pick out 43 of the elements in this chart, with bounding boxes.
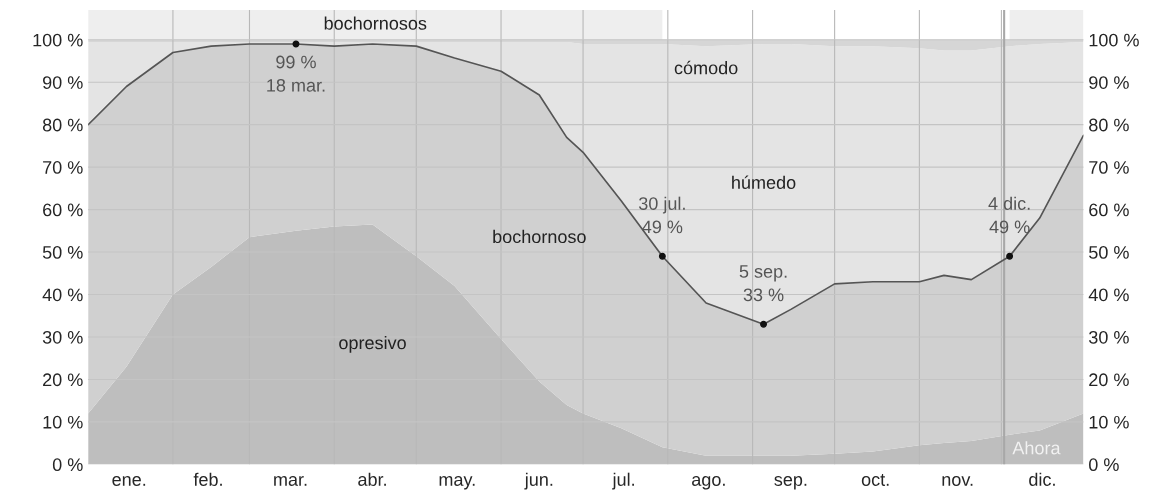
x-tick-label: mar. xyxy=(274,476,307,486)
y-tick-label: 10 % xyxy=(43,415,83,429)
y-tick-label: 20 % xyxy=(43,373,83,387)
y-tick-label: 50 % xyxy=(42,245,83,259)
series-label: opresivo xyxy=(339,335,406,353)
band-label: bochornosos xyxy=(324,16,427,30)
y-tick-label: 30 % xyxy=(42,330,83,344)
x-tick-label: may. xyxy=(439,476,475,490)
y2-tick-label: 40 % xyxy=(1088,288,1129,302)
y2-tick-label: 30 % xyxy=(1088,330,1129,344)
x-tick-label: feb. xyxy=(193,472,222,486)
series-label: húmedo xyxy=(732,175,796,189)
x-tick-label: abr. xyxy=(358,472,386,486)
y2-tick-label: 20 % xyxy=(1089,373,1129,387)
x-tick-label: dic. xyxy=(1029,472,1055,486)
y2-tick-label: 60 % xyxy=(1089,203,1129,217)
x-tick-label: nov. xyxy=(942,476,973,486)
y2-tick-label: 80 % xyxy=(1089,118,1129,132)
series-label: cómodo xyxy=(674,60,738,75)
y-tick-label: 0 % xyxy=(52,458,83,472)
y-tick-label: 70 % xyxy=(43,161,83,174)
annotation: 5 sep. 33 % xyxy=(739,265,787,302)
y2-tick-label: 70 % xyxy=(1089,161,1129,174)
y-tick-label: 90 % xyxy=(42,76,83,89)
x-tick-label: sep. xyxy=(774,476,807,490)
x-tick-label: jun. xyxy=(524,472,553,490)
y-tick-label: 80 % xyxy=(42,118,83,132)
y-tick-label: 60 % xyxy=(43,203,83,217)
y2-tick-label: 50 % xyxy=(1089,245,1129,259)
x-tick-label: ene. xyxy=(112,476,146,486)
y2-tick-label: 100 % xyxy=(1089,33,1139,47)
y-tick-label: 40 % xyxy=(42,288,83,302)
annotation: 99 % 18 mar. xyxy=(267,55,325,92)
y-tick-label: 100 % xyxy=(33,33,83,47)
x-tick-label: jul. xyxy=(612,472,634,490)
x-tick-label: ago. xyxy=(692,476,725,490)
x-tick-label: oct. xyxy=(861,474,889,486)
annotation: 4 dic. 49 % xyxy=(988,196,1030,234)
y2-tick-label: 0 % xyxy=(1089,458,1119,472)
y2-tick-label: 10 % xyxy=(1089,415,1129,429)
series-label: bochornoso xyxy=(493,229,586,244)
annotation: 30 jul. 49 % xyxy=(638,196,685,234)
y2-tick-label: 90 % xyxy=(1089,76,1129,89)
